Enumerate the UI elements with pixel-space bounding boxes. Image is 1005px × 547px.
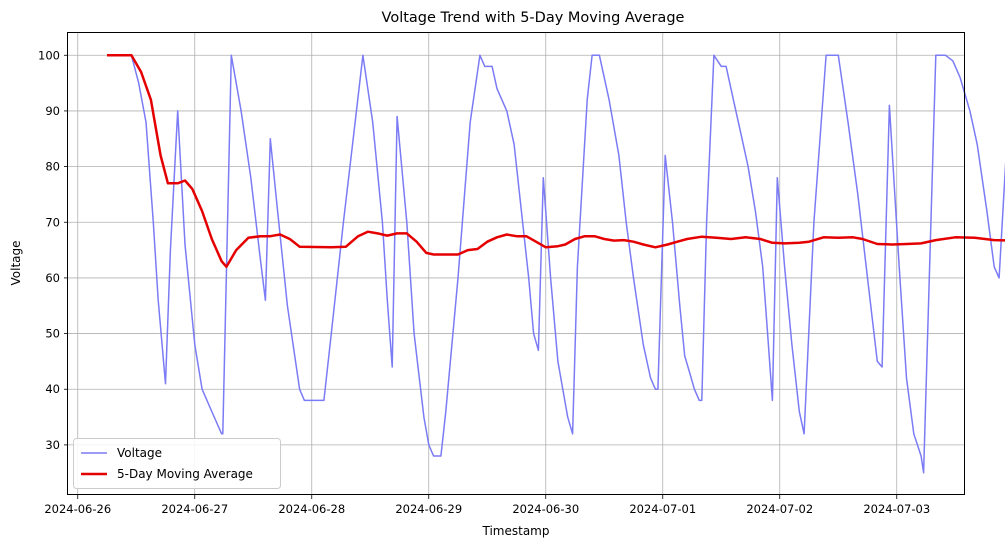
x-axis-label: Timestamp bbox=[482, 524, 550, 538]
x-tick-label: 2024-06-27 bbox=[161, 502, 228, 516]
y-tick-label: 70 bbox=[45, 215, 60, 229]
y-axis: 30 40 50 60 70 80 90 100 bbox=[38, 48, 68, 452]
x-tick-label: 2024-06-26 bbox=[44, 502, 111, 516]
plot-frame bbox=[67, 32, 965, 495]
x-tick-label: 2024-06-30 bbox=[512, 502, 579, 516]
x-tick-label: 2024-07-01 bbox=[629, 502, 696, 516]
x-tick-label: 2024-07-02 bbox=[746, 502, 813, 516]
legend-box bbox=[73, 438, 281, 489]
y-tick-label: 80 bbox=[45, 160, 60, 174]
x-axis: 2024-06-26 2024-06-27 2024-06-28 2024-06-29… bbox=[44, 495, 930, 516]
y-tick-label: 60 bbox=[45, 271, 60, 285]
legend-label-moving-average: 5-Day Moving Average bbox=[117, 467, 253, 481]
y-tick-label: 90 bbox=[45, 104, 60, 118]
chart-title: Voltage Trend with 5-Day Moving Average bbox=[382, 10, 685, 26]
x-tick-label: 2024-06-29 bbox=[395, 502, 462, 516]
y-axis-label: Voltage bbox=[9, 240, 23, 285]
legend-label-voltage: Voltage bbox=[117, 446, 162, 460]
moving-average-line bbox=[107, 54, 1005, 269]
series-layer bbox=[107, 54, 1005, 474]
voltage-line bbox=[107, 54, 1005, 474]
y-tick-label: 50 bbox=[45, 327, 60, 341]
x-tick-label: 2024-07-03 bbox=[863, 502, 930, 516]
y-tick-label: 30 bbox=[45, 438, 60, 452]
x-tick-label: 2024-06-28 bbox=[278, 502, 345, 516]
y-tick-label: 40 bbox=[45, 382, 60, 396]
legend: Voltage 5-Day Moving Average bbox=[73, 438, 281, 489]
y-tick-label: 100 bbox=[38, 48, 60, 62]
